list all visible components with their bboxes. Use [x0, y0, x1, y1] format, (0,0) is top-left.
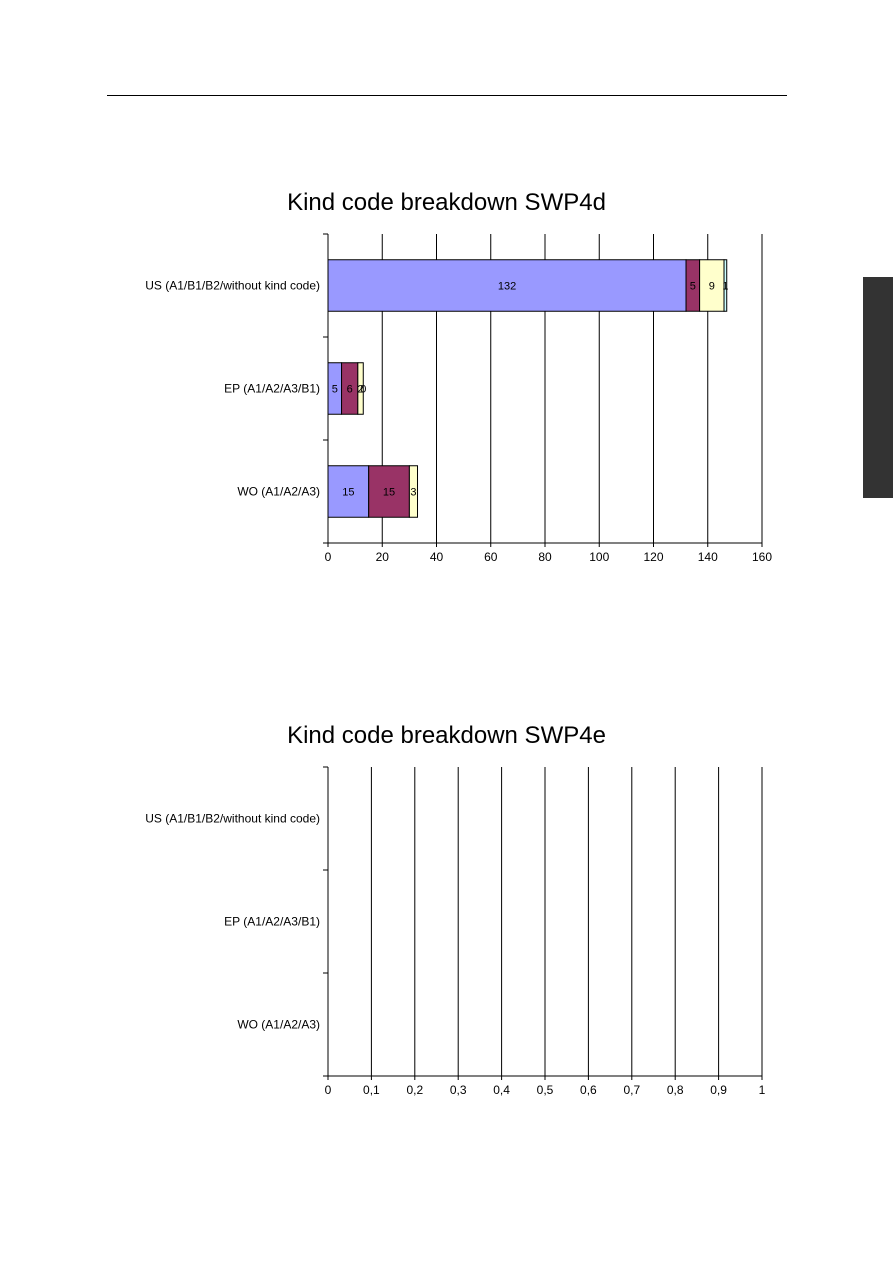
header-rule [107, 95, 787, 96]
bar-segment [327, 465, 370, 518]
x-tick-label: 20 [376, 550, 390, 564]
chart-title: Kind code breakdown SWP4d [287, 189, 606, 216]
data-label: 0 [360, 384, 366, 396]
x-tick-label: 0,2 [406, 1083, 423, 1097]
x-tick-label: 0,4 [493, 1083, 510, 1097]
data-label: 9 [709, 281, 715, 293]
bar-segment [408, 465, 419, 518]
x-tick-label: 120 [643, 550, 663, 564]
bar-segment [699, 259, 725, 312]
y-category-label: EP (A1/A2/A3/B1) [224, 382, 320, 396]
data-label: 1 [722, 281, 728, 293]
chart-plot: 0 0,1 0,2 0,3 0,4 0,5 0,6 0,7 0,8 0,9 1 US (A1/B1/B… [145, 766, 766, 1097]
side-thumb-tab [863, 277, 893, 498]
x-tick-label: 0,1 [363, 1083, 380, 1097]
data-label: 132 [498, 281, 516, 293]
x-tick-label: 0,3 [450, 1083, 467, 1097]
chart-swp4e: Kind code breakdown SWP4e 0 0,1 0,2 0,3 0,4 0… [0, 713, 893, 1133]
y-category-label: US (A1/B1/B2/without kind code) [145, 812, 320, 826]
x-tick-label: 0,7 [623, 1083, 640, 1097]
data-label: 15 [342, 487, 354, 499]
x-tick-label: 1 [759, 1083, 766, 1097]
x-tick-label: 140 [698, 550, 718, 564]
bar-segment [723, 259, 728, 312]
chart-swp4d: Kind code breakdown SWP4d 0 20 40 60 80 100 12… [0, 180, 893, 600]
x-tick-label: 0 [325, 550, 332, 564]
data-label: 15 [383, 487, 395, 499]
x-tick-label: 0,5 [537, 1083, 554, 1097]
x-tick-label: 100 [589, 550, 609, 564]
x-tick-label: 0,9 [710, 1083, 727, 1097]
x-tick-label: 80 [538, 550, 552, 564]
x-tick-label: 160 [752, 550, 772, 564]
data-label: 5 [332, 384, 338, 396]
y-category-label: US (A1/B1/B2/without kind code) [145, 279, 320, 293]
x-tick-label: 60 [484, 550, 498, 564]
x-tick-label: 40 [430, 550, 444, 564]
y-category-label: WO (A1/A2/A3) [237, 485, 320, 499]
data-label: 6 [347, 384, 353, 396]
bar-segment [327, 259, 687, 312]
data-label: 3 [410, 487, 416, 499]
data-label: 5 [690, 281, 696, 293]
data-label: 2 [357, 384, 363, 396]
y-category-label: WO (A1/A2/A3) [237, 1018, 320, 1032]
bar-segment [357, 362, 364, 415]
y-category-label: EP (A1/A2/A3/B1) [224, 915, 320, 929]
x-tick-label: 0,8 [667, 1083, 684, 1097]
x-tick-label: 0 [325, 1083, 332, 1097]
chart-title: Kind code breakdown SWP4e [287, 722, 606, 749]
x-tick-label: 0,6 [580, 1083, 597, 1097]
